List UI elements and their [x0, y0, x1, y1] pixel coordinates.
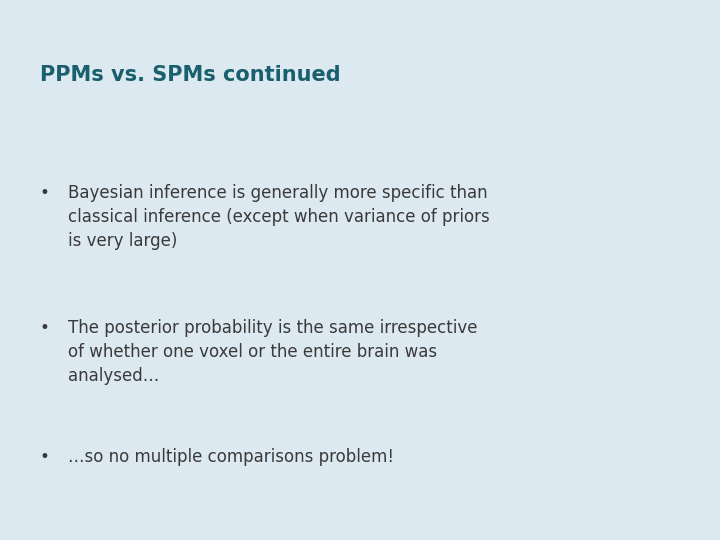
Text: Bayesian inference is generally more specific than
classical inference (except w: Bayesian inference is generally more spe…: [68, 184, 490, 250]
Text: PPMs vs. SPMs continued: PPMs vs. SPMs continued: [40, 65, 341, 85]
Text: The posterior probability is the same irrespective
of whether one voxel or the e: The posterior probability is the same ir…: [68, 319, 478, 385]
Text: …so no multiple comparisons problem!: …so no multiple comparisons problem!: [68, 448, 395, 466]
Text: •: •: [40, 448, 50, 466]
Text: •: •: [40, 184, 50, 201]
Text: •: •: [40, 319, 50, 336]
